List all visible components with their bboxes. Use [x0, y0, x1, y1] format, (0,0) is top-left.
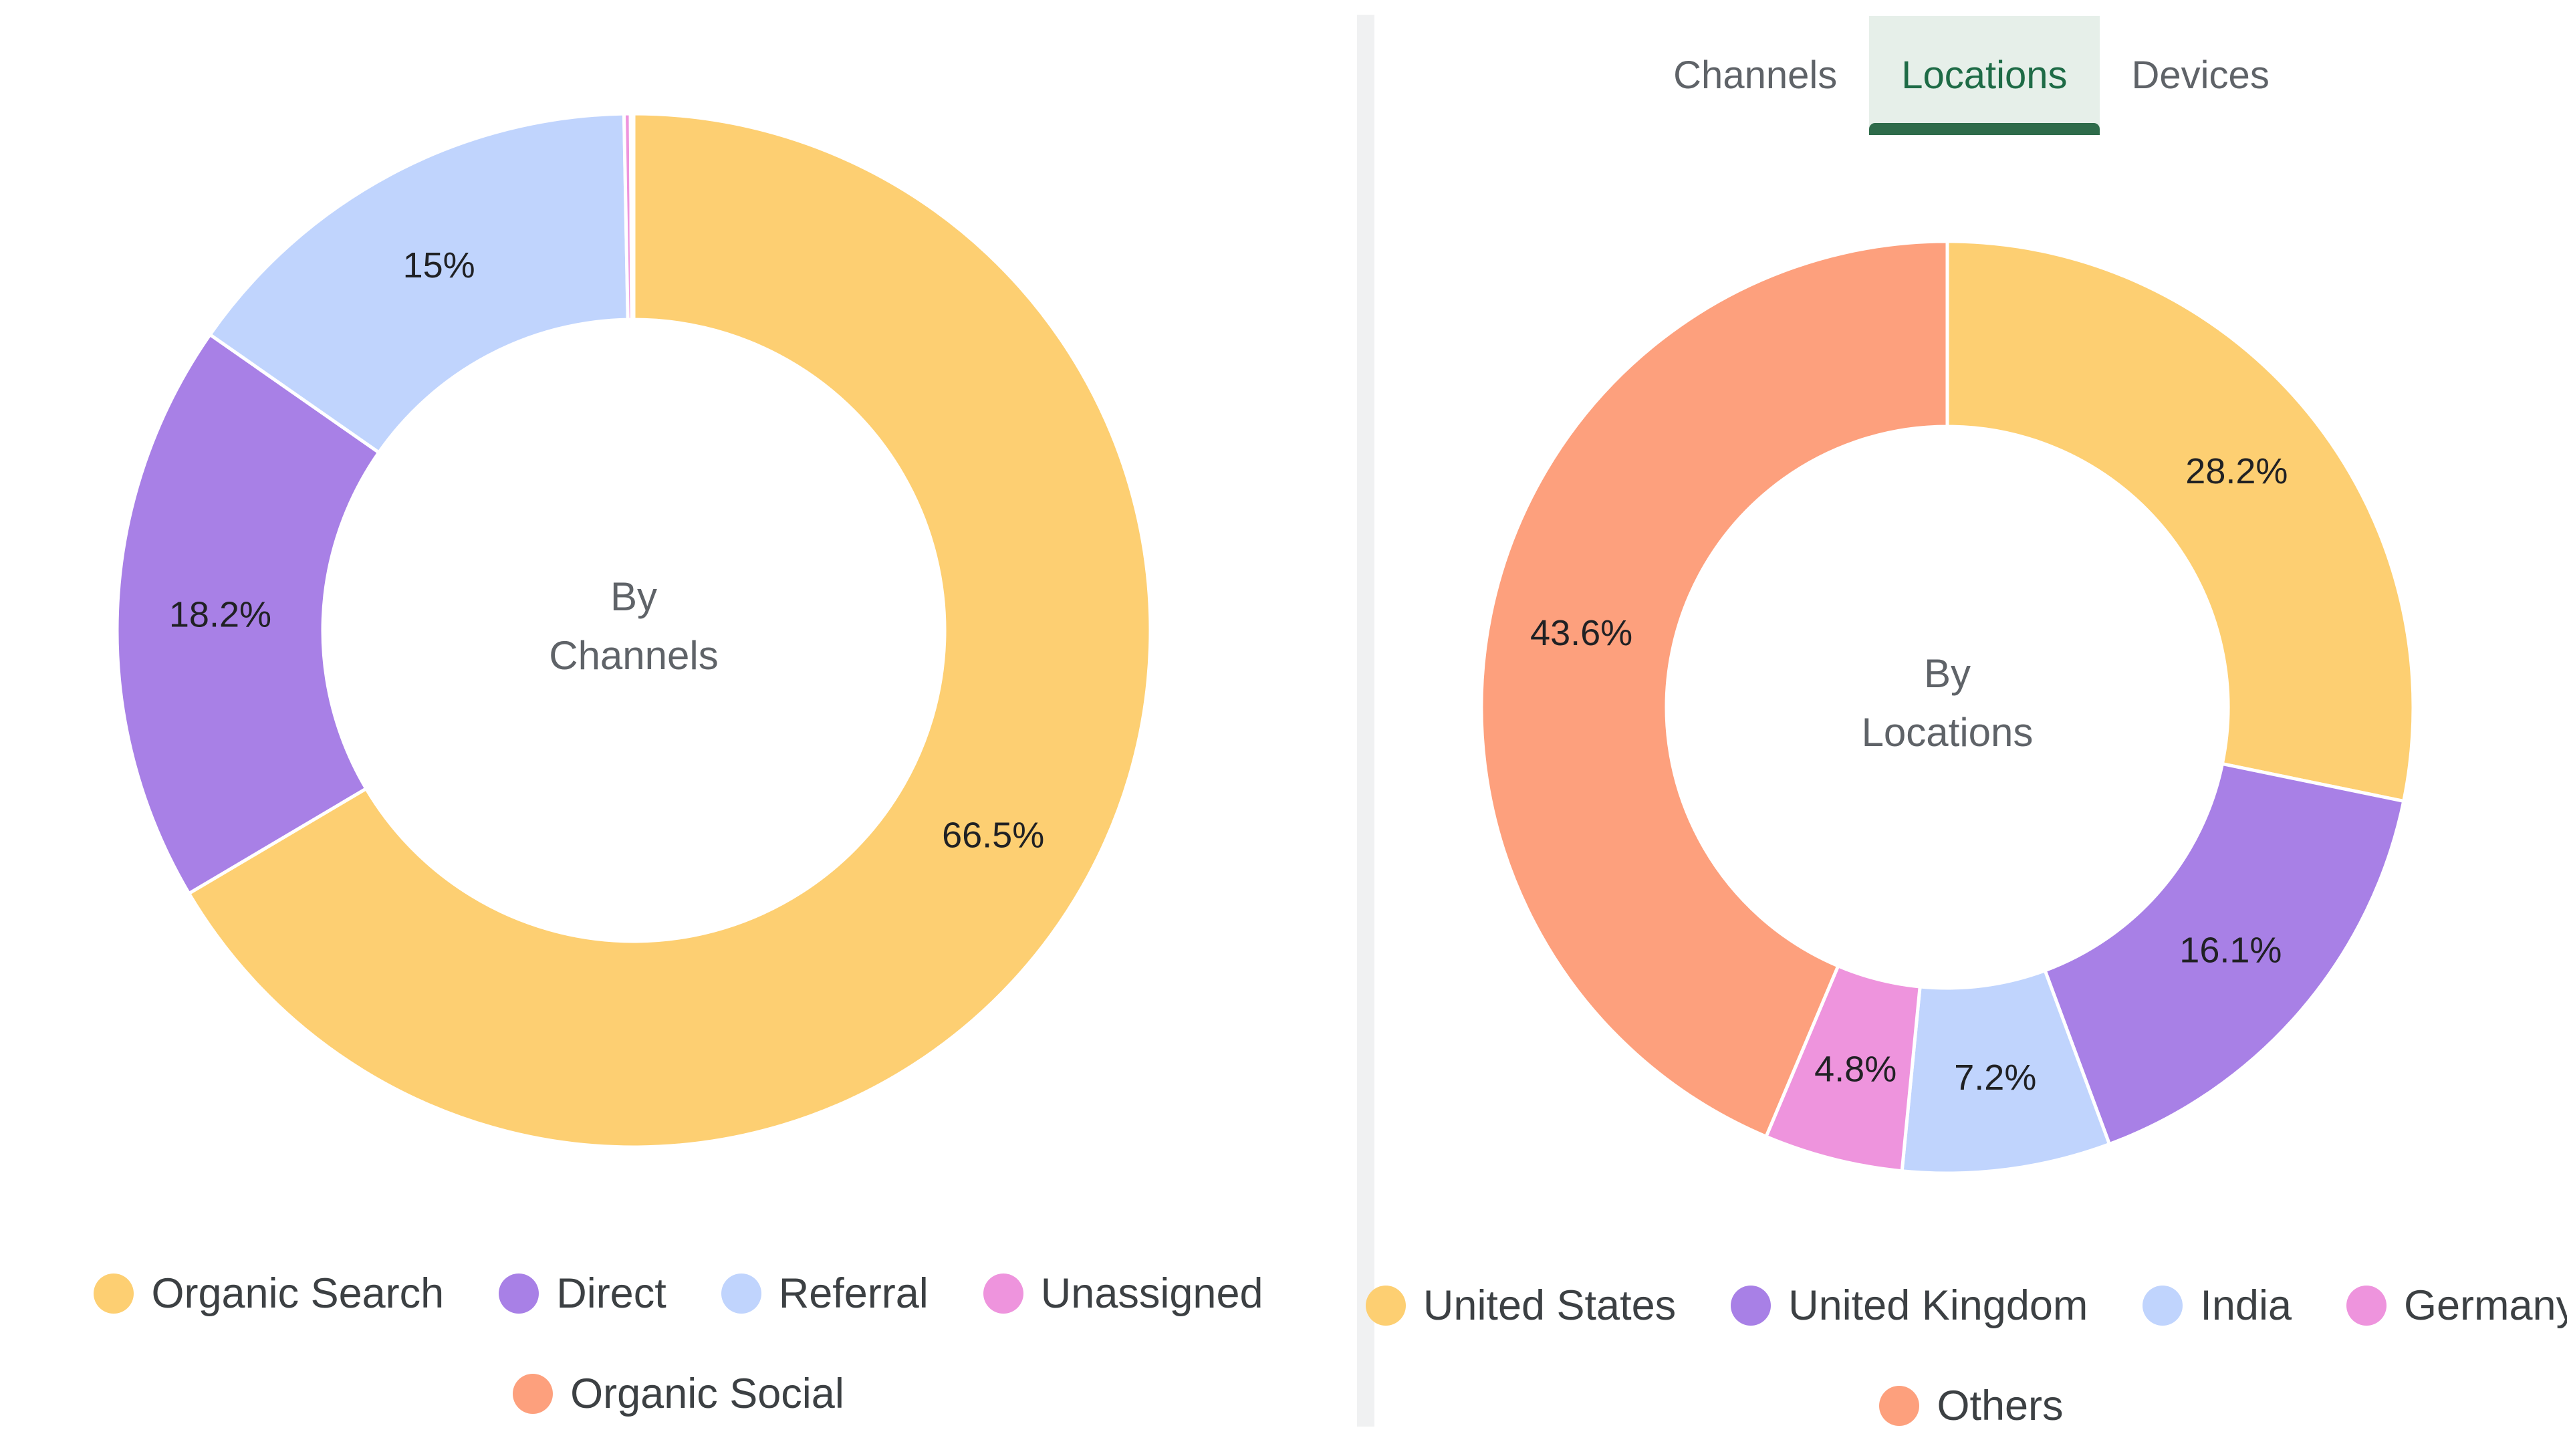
locations-data-label-united-states: 28.2% — [2185, 451, 2288, 491]
legend-swatch-icon — [513, 1374, 554, 1414]
legend-label: United States — [1423, 1282, 1677, 1329]
tab-channels[interactable]: Channels — [1673, 53, 1838, 97]
channels-data-label-direct: 18.2% — [169, 595, 271, 635]
legend-label: Referral — [778, 1270, 929, 1317]
legend-swatch-icon — [2346, 1286, 2387, 1326]
locations-data-label-germany: 4.8% — [1814, 1049, 1897, 1089]
locations-center-label-line-2: Locations — [1862, 710, 2034, 755]
locations-legend-item-united-states[interactable]: United States — [1365, 1282, 1677, 1330]
legend-label: Organic Social — [570, 1370, 844, 1417]
legend-swatch-icon — [1365, 1286, 1406, 1326]
locations-legend-row: Others — [1376, 1356, 2567, 1456]
legend-label: United Kingdom — [1788, 1282, 2088, 1329]
channels-data-label-referral: 15% — [403, 245, 475, 285]
locations-slice-united-states[interactable] — [1945, 239, 2415, 804]
legend-swatch-icon — [1879, 1386, 1920, 1426]
legend-label: Others — [1937, 1382, 2064, 1429]
channels-legend-row: Organic Social — [0, 1344, 1357, 1444]
channels-donut-chart: 66.5% 18.2% 15% By Channels — [115, 112, 1152, 1149]
legend-label: Organic Search — [151, 1270, 445, 1317]
locations-legend-item-united-kingdom[interactable]: United Kingdom — [1731, 1282, 2088, 1330]
channels-legend-item-referral[interactable]: Referral — [721, 1269, 929, 1318]
locations-data-label-others: 43.6% — [1530, 613, 1632, 653]
channels-center-label-line-1: By — [610, 574, 657, 619]
channels-legend-row: Organic Search Direct Referral Unassigned — [0, 1243, 1357, 1344]
locations-center-label-line-1: By — [1924, 651, 1971, 696]
legend-swatch-icon — [983, 1273, 1023, 1314]
locations-legend-item-india[interactable]: India — [2143, 1282, 2292, 1330]
channels-panel: 66.5% 18.2% 15% By Channels Organic Search Di… — [0, 112, 1357, 1444]
breakdown-tabs: Channels Locations Devices — [1376, 16, 2567, 135]
locations-legend-item-germany[interactable]: Germany — [2346, 1282, 2567, 1330]
locations-panel: Channels Locations Devices 28.2% 16.1% 7.2… — [1365, 0, 2567, 1444]
legend-swatch-icon — [721, 1273, 761, 1314]
locations-legend: United States United Kingdom India Germany O… — [1365, 1255, 2567, 1456]
channels-legend: Organic Search Direct Referral Unassigned Or… — [0, 1243, 1357, 1444]
legend-label: Germany — [2404, 1282, 2567, 1329]
locations-slice-united-kingdom[interactable] — [2042, 761, 2406, 1146]
tab-locations[interactable]: Locations — [1869, 16, 2100, 135]
channels-slice-referral[interactable] — [207, 112, 630, 455]
locations-legend-row: United States United Kingdom India Germany — [1365, 1255, 2567, 1356]
locations-legend-item-others[interactable]: Others — [1879, 1382, 2064, 1430]
legend-label: Unassigned — [1040, 1270, 1263, 1317]
legend-swatch-icon — [2143, 1286, 2183, 1326]
legend-swatch-icon — [94, 1273, 134, 1314]
legend-swatch-icon — [499, 1273, 539, 1314]
channels-slice-organic-search[interactable] — [187, 112, 1152, 1149]
tab-devices[interactable]: Devices — [2131, 53, 2270, 97]
legend-swatch-icon — [1731, 1286, 1771, 1326]
channels-legend-item-organic-search[interactable]: Organic Search — [94, 1269, 444, 1318]
legend-label: Direct — [556, 1270, 666, 1317]
panel-divider — [1357, 15, 1374, 1427]
locations-slice-others[interactable] — [1479, 239, 1949, 1139]
locations-data-label-india: 7.2% — [1954, 1058, 2036, 1098]
channels-legend-item-unassigned[interactable]: Unassigned — [983, 1269, 1263, 1318]
channels-data-label-organic-search: 66.5% — [942, 816, 1044, 856]
channels-center-label-line-2: Channels — [549, 633, 719, 678]
channels-slice-direct[interactable] — [115, 332, 382, 896]
channels-legend-item-organic-social[interactable]: Organic Social — [513, 1370, 844, 1418]
locations-donut-chart: 28.2% 16.1% 7.2% 4.8% 43.6% By Locations — [1479, 239, 2415, 1175]
channels-slice-organic-social[interactable] — [628, 112, 636, 322]
legend-label: India — [2200, 1282, 2292, 1329]
channels-legend-item-direct[interactable]: Direct — [499, 1269, 666, 1318]
locations-data-label-united-kingdom: 16.1% — [2179, 931, 2282, 971]
